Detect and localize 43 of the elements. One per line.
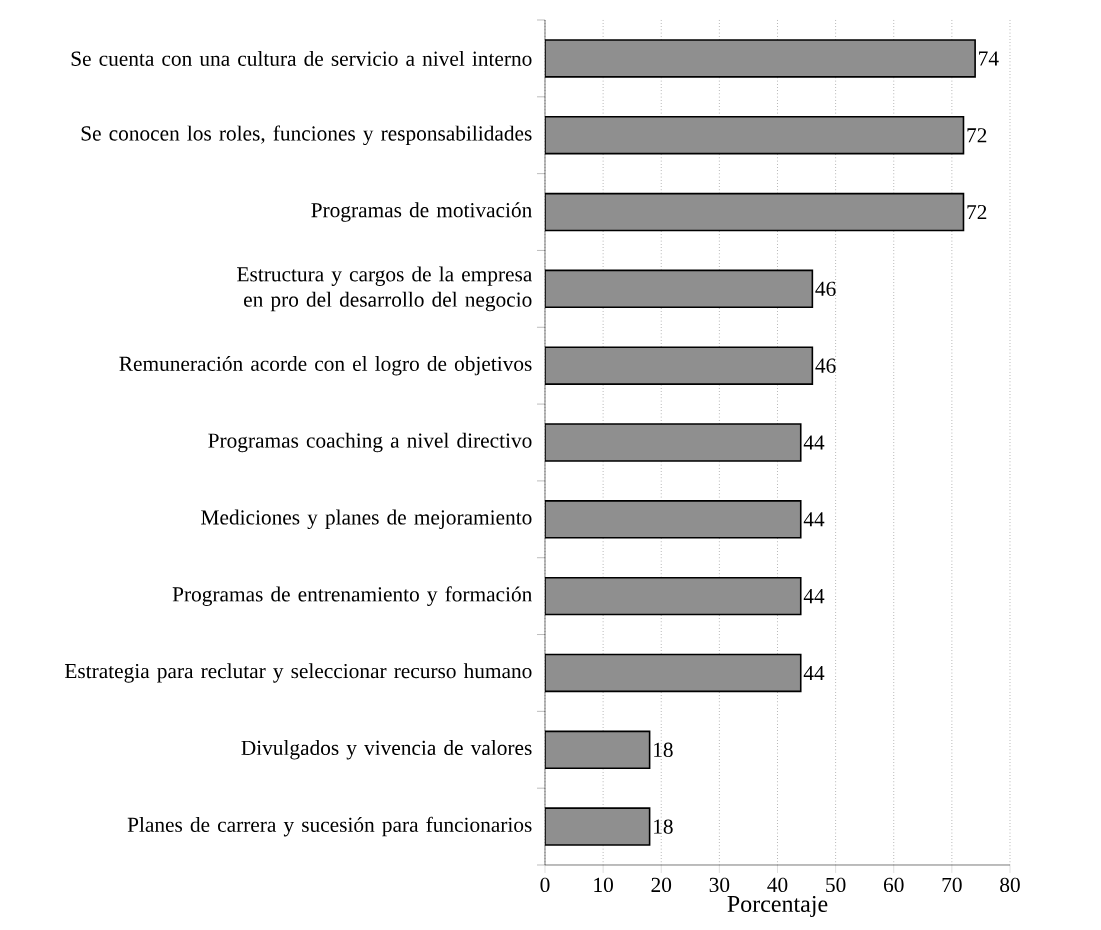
bar	[545, 730, 651, 770]
bar	[545, 500, 802, 539]
bar	[545, 653, 802, 693]
data-label: 46	[815, 281, 836, 297]
x-tick-label: 70	[942, 877, 962, 893]
bar	[545, 423, 802, 462]
y-tick-label: Planes de carrera y sucesión para funcionarios	[127, 816, 532, 837]
data-label: 72	[967, 128, 987, 143]
y-tick-label: Mediciones y planes de mejoramiento	[201, 509, 532, 530]
y-tick-label: Se cuenta con una cultura de servicio a nivel interno	[71, 50, 532, 66]
x-tick-label: 40	[767, 877, 788, 893]
x-tick-label: 0	[540, 877, 550, 893]
y-tick-label: Se conocen los roles, funciones y responsabilidades	[81, 125, 532, 146]
y-tick-label: Programas de entrenamiento y formación	[172, 586, 533, 606]
x-tick-label: 50	[826, 877, 846, 893]
bar	[545, 576, 802, 616]
y-tick-label: Estrategia para reclutar y seleccionar recurso humano	[64, 663, 532, 683]
data-label: 74	[979, 51, 999, 66]
x-tick-label: 80	[1000, 877, 1020, 893]
data-label: 18	[654, 742, 673, 757]
x-tick-label: 30	[709, 877, 730, 893]
data-label: 46	[815, 358, 836, 373]
bar	[545, 807, 651, 846]
x-tick-label: 20	[651, 877, 672, 893]
bar	[545, 192, 965, 232]
y-tick-label: Programas coaching a nivel directivo	[208, 432, 532, 453]
x-axis-title: Porcentaje	[727, 895, 828, 917]
y-tick-label: Estructura y cargos de la empresa en pro del desarrollo del negocio	[237, 266, 533, 312]
data-label: 44	[803, 665, 825, 680]
y-tick-label: Divulgados y vivencia de valores	[241, 740, 532, 760]
bar	[545, 269, 814, 309]
x-tick-label: 60	[883, 877, 904, 893]
bar	[545, 39, 976, 78]
bar	[545, 346, 814, 385]
y-tick-label: Remuneración acorde con el logro de objetivos	[119, 355, 532, 376]
data-label: 18	[654, 819, 673, 834]
data-label: 44	[803, 589, 825, 604]
data-label: 44	[803, 435, 825, 450]
y-tick-label: Programas de motivación	[311, 202, 532, 222]
data-label: 72	[967, 204, 987, 220]
data-label: 44	[803, 512, 825, 527]
bar	[545, 115, 965, 155]
x-tick-label: 10	[594, 877, 613, 893]
